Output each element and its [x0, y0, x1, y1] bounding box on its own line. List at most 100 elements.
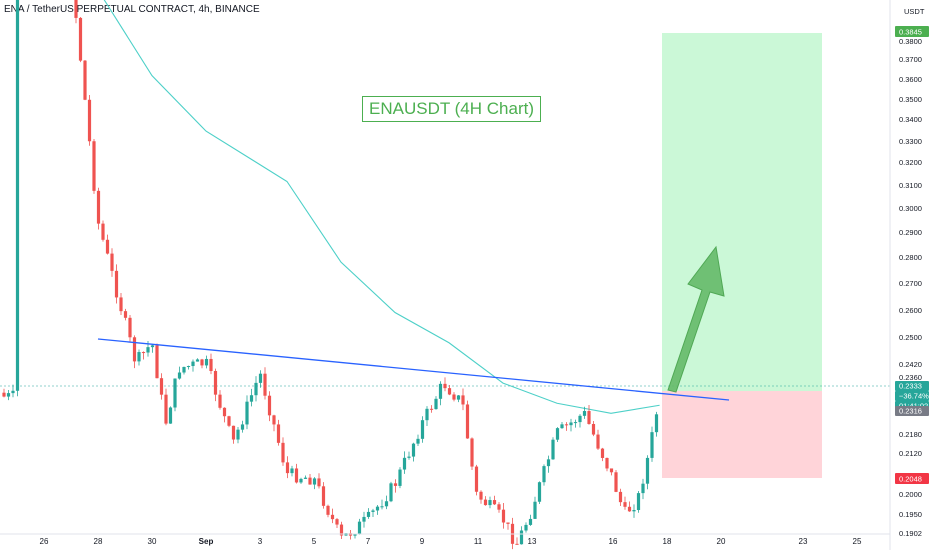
candle-body [519, 530, 524, 545]
y-tick-label: 0.2500 [899, 333, 922, 342]
candle-body [335, 519, 339, 525]
candle-body [240, 424, 245, 430]
price-tag: 0.2048 [895, 473, 929, 484]
candle-body [407, 456, 411, 458]
candle-body [506, 522, 510, 524]
candle [425, 406, 429, 426]
candle-body [429, 408, 434, 410]
candle [389, 481, 393, 503]
candle-body [533, 501, 537, 519]
candle-body [452, 394, 456, 400]
candle [600, 447, 605, 462]
candle [618, 488, 623, 506]
candle [470, 437, 474, 470]
candle [209, 353, 213, 375]
candle [78, 16, 83, 63]
candle [96, 187, 101, 230]
candle-body [164, 394, 168, 424]
candle-body [384, 501, 389, 507]
candle-body [636, 493, 641, 511]
candle-body [578, 415, 582, 423]
resistance-trendline [97, 338, 730, 401]
candle-body [416, 438, 420, 444]
candle-body [618, 491, 623, 503]
y-axis-unit: USDT [904, 7, 925, 16]
candle [393, 479, 398, 493]
candle-body [96, 190, 101, 224]
candle-body [501, 509, 506, 523]
candle [587, 404, 591, 425]
candle-body [258, 373, 263, 383]
candle [636, 491, 641, 513]
candle-body [123, 311, 128, 318]
candle [173, 378, 177, 412]
candle [182, 366, 186, 375]
ema-line [103, 0, 660, 414]
chart-title: ENA / TetherUS PERPETUAL CONTRACT, 4h, B… [4, 4, 260, 15]
candle [627, 501, 632, 512]
candle [240, 420, 245, 433]
candle-body [515, 543, 519, 545]
candle-body [380, 506, 384, 508]
candle [195, 358, 200, 362]
candle [564, 422, 569, 431]
candle-body [537, 482, 542, 502]
candle [200, 358, 204, 369]
x-tick-label: 16 [609, 537, 618, 546]
chart-annotation-label: ENAUSDT (4H Chart) [362, 96, 541, 122]
price-tag-box [895, 381, 929, 391]
candle [110, 248, 114, 277]
candle [596, 429, 600, 451]
candle-body [605, 457, 609, 469]
candle-body [213, 370, 218, 395]
candle-body [497, 504, 501, 510]
candle [384, 495, 389, 510]
candle-body [438, 383, 443, 399]
candle [294, 463, 299, 484]
candle [479, 490, 483, 504]
candle [528, 514, 533, 526]
candle-body [357, 521, 362, 535]
candle [605, 457, 609, 472]
candle-body [375, 506, 380, 511]
candle-body [488, 500, 492, 506]
candle-body [186, 366, 191, 368]
candle-body [443, 383, 447, 389]
candle [245, 395, 249, 430]
candle-body [209, 358, 213, 371]
candle-body [641, 483, 645, 494]
candle [83, 59, 87, 101]
candle [452, 392, 456, 402]
candle [141, 351, 146, 360]
candle [177, 366, 182, 380]
price-tag-box [895, 26, 929, 37]
candle [474, 464, 479, 496]
candle [402, 451, 407, 474]
candle-body [168, 407, 173, 424]
candle [15, 0, 20, 397]
candle [623, 496, 627, 510]
candle [272, 414, 276, 432]
candle-body [245, 401, 249, 425]
candle-body [87, 99, 92, 142]
candle [249, 388, 254, 407]
candle [555, 427, 560, 442]
candle-body [204, 358, 209, 366]
candle [411, 442, 416, 462]
candle-body [303, 477, 308, 479]
candle-body [308, 477, 312, 485]
candle [524, 522, 528, 533]
candle-body [141, 352, 146, 354]
candle-body [479, 491, 483, 500]
y-tick-label: 0.1950 [899, 510, 922, 519]
x-tick-label: 30 [148, 537, 157, 546]
price-tag: 0.2316 [895, 406, 929, 416]
candle-body [393, 483, 398, 486]
candle-body [182, 366, 186, 373]
candle [92, 138, 96, 194]
candle-body [524, 524, 528, 531]
candle [650, 426, 654, 462]
candle-body [371, 510, 375, 512]
candle [447, 385, 452, 396]
